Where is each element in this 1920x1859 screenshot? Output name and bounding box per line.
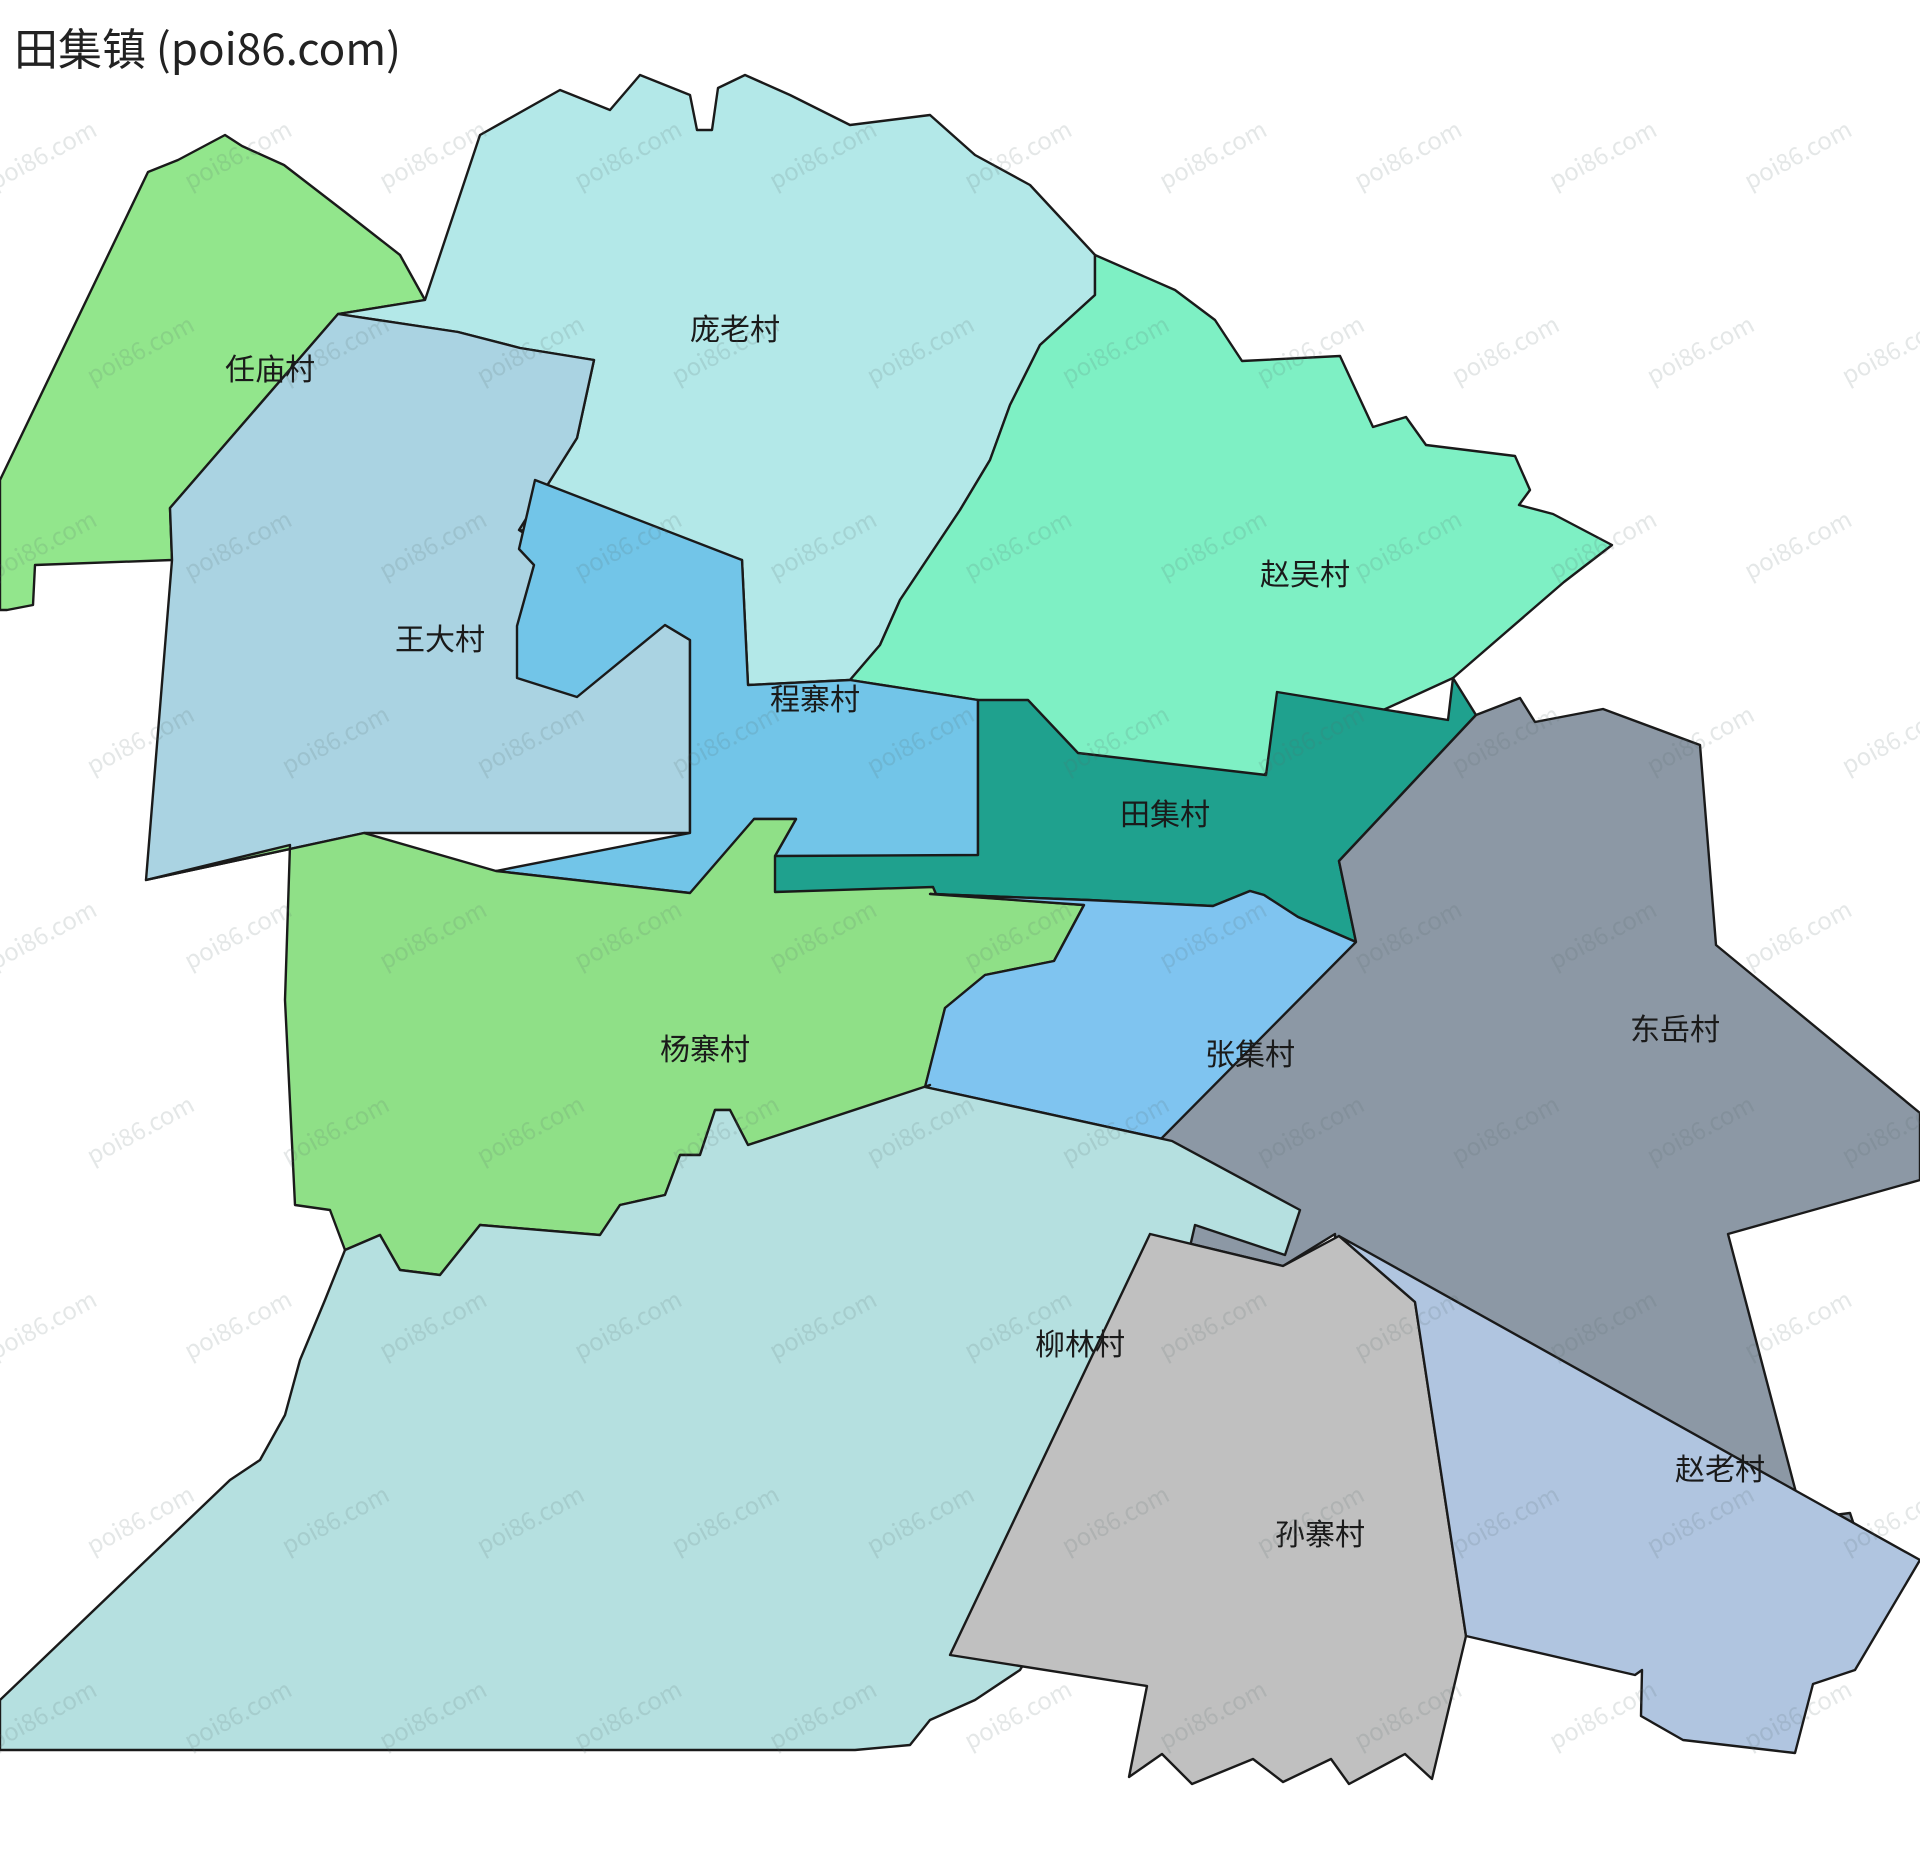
svg-text:田集村: 田集村: [1120, 790, 1210, 834]
svg-text:任庙村: 任庙村: [225, 345, 315, 389]
svg-text:王大村: 王大村: [395, 615, 485, 659]
svg-text:张集村: 张集村: [1205, 1030, 1295, 1074]
svg-text:程寨村: 程寨村: [770, 675, 860, 719]
svg-text:赵吴村: 赵吴村: [1260, 550, 1350, 594]
svg-text:赵老村: 赵老村: [1675, 1445, 1765, 1489]
svg-text:孙寨村: 孙寨村: [1275, 1510, 1365, 1554]
svg-text:庞老村: 庞老村: [690, 305, 780, 349]
svg-text:杨寨村: 杨寨村: [660, 1025, 750, 1069]
svg-text:柳林村: 柳林村: [1035, 1320, 1125, 1364]
svg-text:东岳村: 东岳村: [1630, 1005, 1720, 1049]
